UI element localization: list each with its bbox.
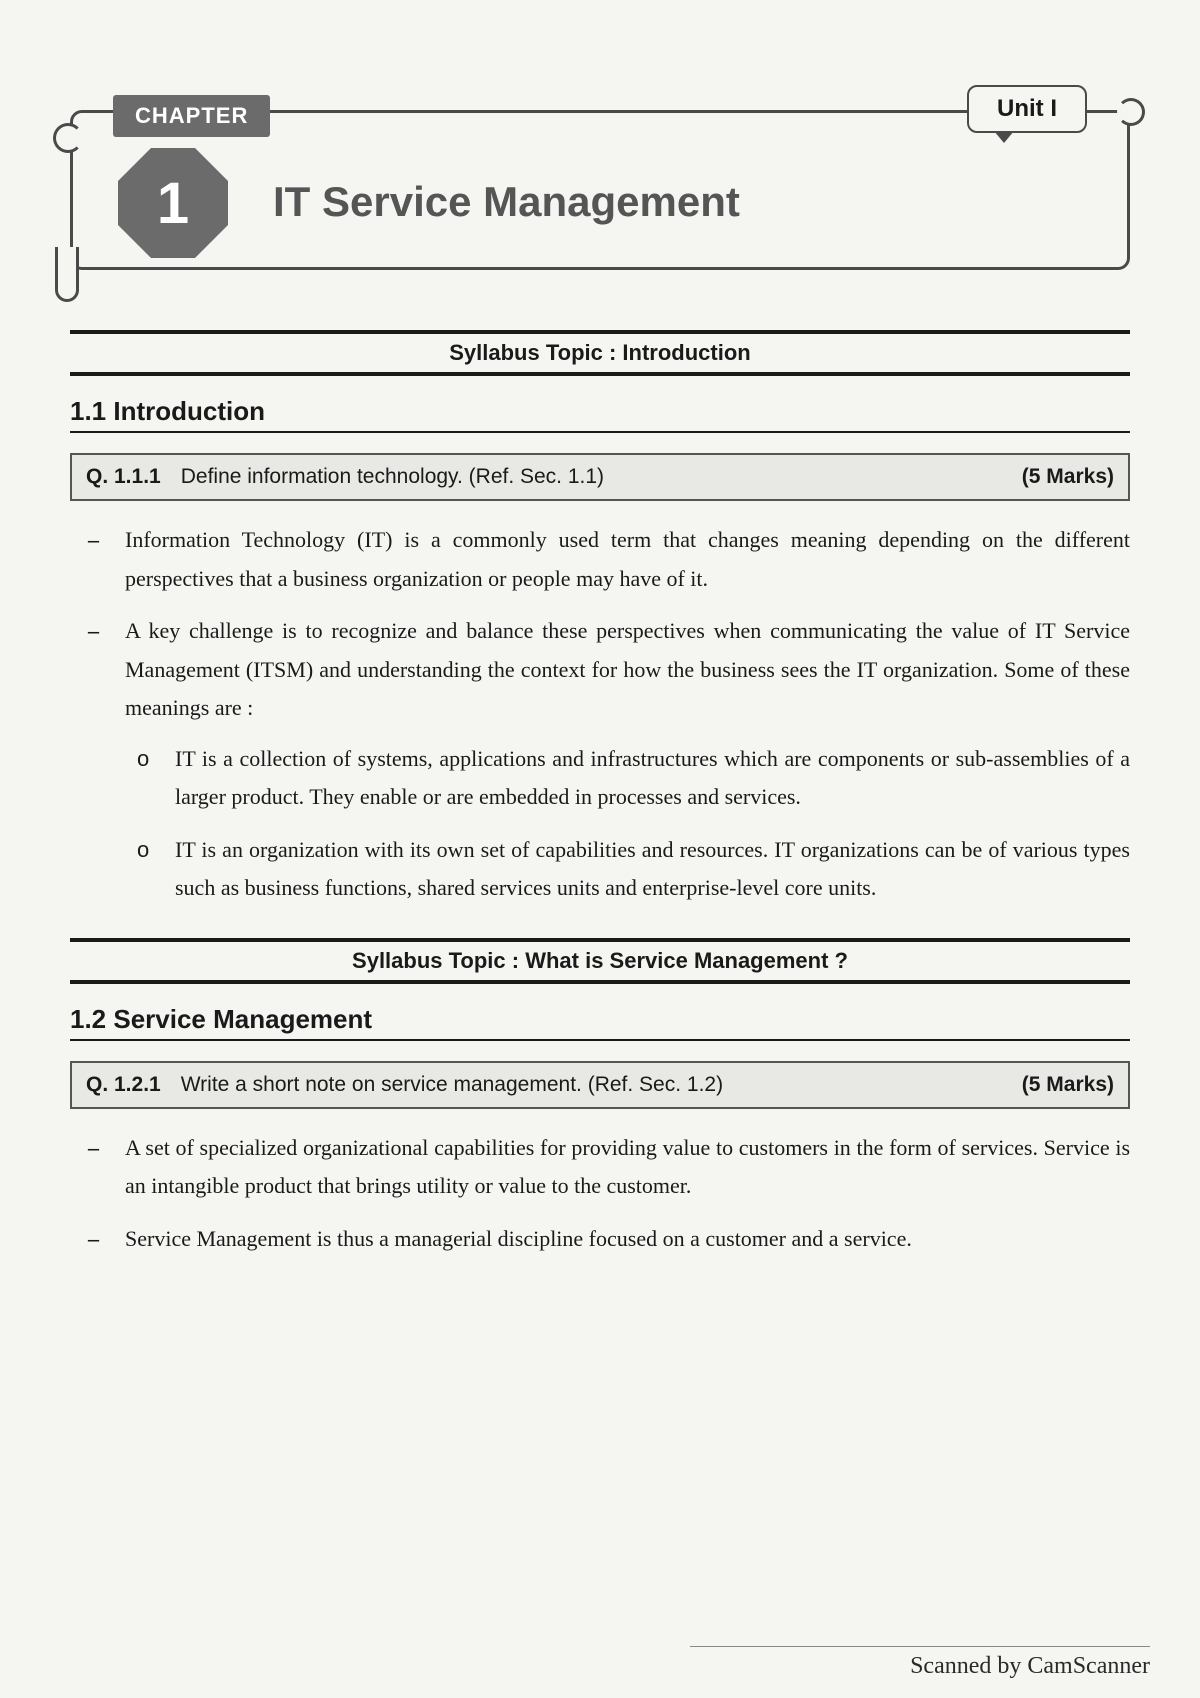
list-item: Information Technology (IT) is a commonl…	[80, 521, 1130, 598]
chapter-header-box: CHAPTER 1 Unit I IT Service Management	[70, 110, 1130, 270]
question-number: Q. 1.1.1	[86, 465, 161, 489]
ring-decor-bottom	[55, 247, 79, 302]
ring-decor-right	[1117, 98, 1145, 126]
list-item: Service Management is thus a managerial …	[80, 1220, 1130, 1259]
section-heading-1-1: 1.1 Introduction	[70, 396, 1130, 433]
list-item: A set of specialized organizational capa…	[80, 1129, 1130, 1206]
list-item: IT is a collection of systems, applicati…	[125, 740, 1130, 817]
bullet-list-1-1: Information Technology (IT) is a commonl…	[70, 521, 1130, 908]
question-text: Define information technology. (Ref. Sec…	[181, 465, 1002, 489]
list-item-text: A key challenge is to recognize and bala…	[125, 618, 1130, 720]
question-box-1-2-1: Q. 1.2.1 Write a short note on service m…	[70, 1061, 1130, 1109]
chapter-number-badge: 1	[118, 148, 228, 258]
question-number: Q. 1.2.1	[86, 1073, 161, 1097]
ring-decor-left	[53, 123, 83, 153]
list-item: IT is an organization with its own set o…	[125, 831, 1130, 908]
sub-bullet-list: IT is a collection of systems, applicati…	[125, 740, 1130, 908]
question-marks: (5 Marks)	[1022, 465, 1114, 489]
section-heading-1-2: 1.2 Service Management	[70, 1004, 1130, 1041]
chapter-label-tab: CHAPTER	[113, 95, 270, 137]
syllabus-topic-2: Syllabus Topic : What is Service Managem…	[70, 938, 1130, 984]
syllabus-topic-1: Syllabus Topic : Introduction	[70, 330, 1130, 376]
question-marks: (5 Marks)	[1022, 1073, 1114, 1097]
list-item: A key challenge is to recognize and bala…	[80, 612, 1130, 908]
scanner-watermark: Scanned by CamScanner	[690, 1646, 1150, 1680]
chapter-title: IT Service Management	[273, 178, 1097, 226]
question-text: Write a short note on service management…	[181, 1073, 1002, 1097]
question-box-1-1-1: Q. 1.1.1 Define information technology. …	[70, 453, 1130, 501]
bullet-list-1-2: A set of specialized organizational capa…	[70, 1129, 1130, 1259]
unit-badge: Unit I	[967, 85, 1087, 133]
